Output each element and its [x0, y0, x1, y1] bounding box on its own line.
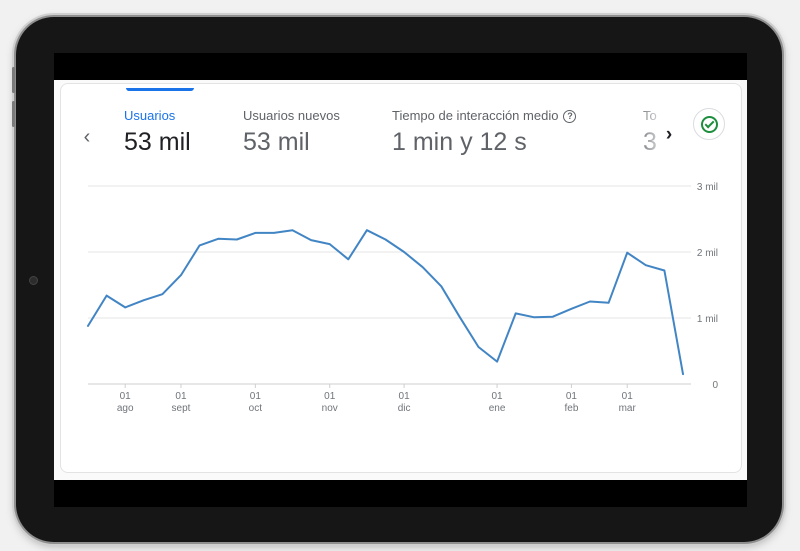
check-circle-icon[interactable] [693, 108, 725, 140]
data-point [254, 232, 257, 234]
y-tick-label: 3 mil [697, 182, 718, 193]
data-point [663, 269, 666, 272]
x-tick-day: 01 [250, 391, 262, 402]
data-point [589, 300, 591, 303]
data-point [366, 229, 368, 232]
data-point [161, 293, 164, 296]
data-point [421, 266, 424, 268]
x-tick-month: nov [322, 403, 338, 414]
data-point [645, 264, 647, 266]
data-point [440, 285, 443, 288]
x-tick-month: sept [172, 403, 191, 414]
data-point [477, 346, 480, 348]
tabs-fade [635, 102, 695, 157]
help-circle-icon[interactable]: ? [563, 110, 577, 123]
data-point [180, 274, 182, 276]
volume-button [12, 101, 15, 127]
data-point [496, 360, 498, 363]
metric-label: Usuarios nuevos [243, 108, 340, 123]
data-point [514, 312, 517, 315]
data-point [273, 232, 275, 234]
x-tick-month: ago [117, 403, 134, 414]
x-tick-month: mar [619, 403, 637, 414]
y-tick-label: 1 mil [697, 314, 718, 325]
active-tab-indicator [126, 88, 194, 91]
data-point [607, 302, 610, 304]
metric-label: Tiempo de interacción medio [392, 108, 559, 123]
metric-tab-tiempo-interaccion[interactable]: Tiempo de interacción medio? 1 min y 12 … [392, 108, 577, 157]
data-point [291, 229, 294, 232]
data-point [328, 243, 331, 245]
data-point [533, 316, 536, 319]
data-point [235, 238, 238, 241]
data-point [142, 299, 145, 301]
x-tick-month: oct [249, 403, 263, 414]
data-point [570, 307, 573, 310]
x-tick-day: 01 [399, 391, 411, 402]
volume-button [12, 67, 15, 93]
x-tick-day: 01 [175, 391, 187, 402]
data-point [124, 306, 126, 309]
data-point [459, 316, 461, 319]
chevron-right-icon[interactable]: › [665, 124, 673, 145]
data-point [87, 325, 89, 327]
metric-tab-usuarios[interactable]: Usuarios 53 mil [124, 108, 191, 157]
x-tick-day: 01 [120, 391, 132, 402]
metric-value: 53 mil [124, 128, 191, 156]
data-point [198, 244, 201, 247]
data-point [347, 258, 350, 261]
metric-tab-usuarios-nuevos[interactable]: Usuarios nuevos 53 mil [243, 108, 340, 157]
chevron-left-icon[interactable]: ‹ [83, 126, 91, 148]
metric-value: 1 min y 12 s [392, 128, 527, 156]
data-point [310, 239, 312, 241]
screen: ‹ Usuarios 53 mil Usuarios nuevos 53 mil… [54, 80, 747, 480]
metric-value: 53 mil [243, 128, 310, 156]
x-tick-month: ene [489, 403, 506, 414]
x-tick-day: 01 [622, 391, 634, 402]
data-point [626, 251, 629, 254]
x-tick-month: feb [564, 403, 578, 414]
data-point [217, 238, 219, 240]
data-point [552, 315, 554, 318]
analytics-card: ‹ Usuarios 53 mil Usuarios nuevos 53 mil… [60, 83, 742, 473]
data-point [403, 251, 405, 253]
y-tick-label: 0 [712, 380, 718, 391]
x-tick-day: 01 [324, 391, 336, 402]
data-point [682, 373, 684, 375]
metric-label: Usuarios [124, 108, 176, 123]
x-tick-month: dic [398, 403, 411, 414]
data-point [384, 238, 387, 241]
front-camera [29, 276, 38, 285]
x-tick-day: 01 [492, 391, 504, 402]
y-tick-label: 2 mil [697, 248, 718, 259]
x-tick-day: 01 [566, 391, 578, 402]
data-point [105, 294, 108, 297]
